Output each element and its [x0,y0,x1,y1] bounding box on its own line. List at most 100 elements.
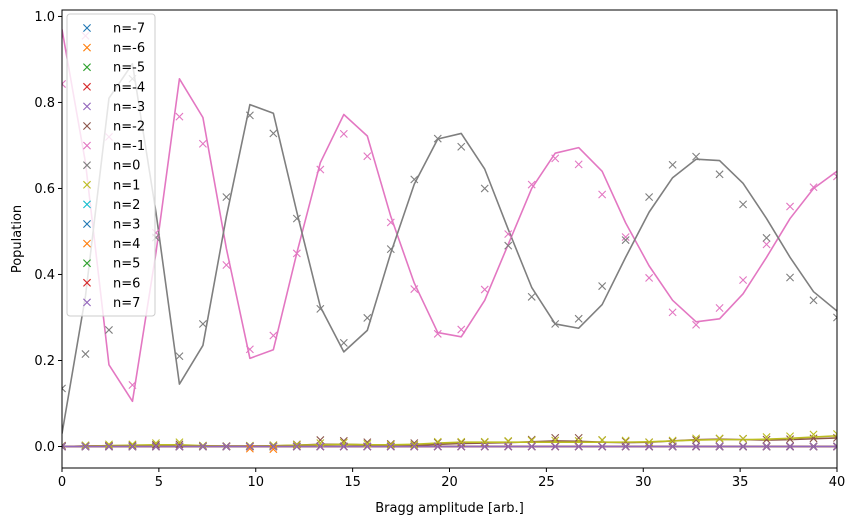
legend-marker [83,43,91,52]
data-point [762,433,771,442]
data-point [833,172,837,181]
data-point [81,350,90,359]
data-point [504,436,513,445]
legend-label: n=1 [113,178,140,193]
data-point [363,313,372,322]
x-tick-label: 10 [247,475,264,490]
data-point [739,442,748,451]
legend-label: n=-1 [113,139,145,154]
x-tick-label: 25 [538,475,555,490]
legend-label: n=-6 [113,41,145,56]
data-point [198,139,207,148]
data-point [480,285,489,294]
legend-label: n=-7 [113,22,145,37]
legend-label: n=7 [113,296,140,311]
data-point [386,440,395,449]
data-point [81,442,90,451]
data-point [222,193,231,202]
data-point [433,134,442,143]
y-tick-label: 0.0 [34,440,55,455]
y-tick-label: 0.6 [34,182,55,197]
data-point [809,434,818,443]
data-point [175,440,184,449]
data-point [715,442,724,451]
data-point [504,241,513,250]
data-point [574,314,583,323]
data-point [715,304,724,313]
data-point [833,313,837,322]
x-tick-label: 20 [441,475,458,490]
data-point [62,79,66,88]
data-point [715,170,724,179]
data-point [645,442,654,451]
data-point [457,142,466,151]
data-point [598,190,607,199]
x-axis: 0 5 10 15 20 25 30 35 40 [58,468,845,490]
legend-label: n=-3 [113,100,145,115]
data-point [621,233,630,242]
legend-marker [83,200,91,209]
legend-marker [83,180,91,189]
data-point [786,435,795,444]
data-point [222,442,231,451]
data-point [81,441,90,450]
legend-box [66,13,156,317]
data-point [621,436,630,445]
data-point [128,440,137,449]
data-point [198,441,207,450]
legend-marker [83,220,91,228]
data-point [809,442,818,451]
data-point [410,439,419,448]
data-point [527,435,536,444]
y-tick-label: 0.4 [34,268,55,283]
data-point [457,438,466,447]
data-point [692,320,701,329]
data-point [269,442,278,451]
data-point [574,433,583,442]
data-point [645,193,654,202]
data-point [386,439,395,448]
data-point [245,111,254,120]
data-point [551,319,560,328]
data-point [668,436,677,445]
x-tick-label: 30 [635,475,652,490]
data-point [762,233,771,242]
data-point [410,285,419,294]
data-point [574,442,583,451]
y-tick-label: 0.2 [34,354,55,369]
data-point [104,442,113,451]
data-point [692,436,701,445]
data-point [786,202,795,211]
data-point [245,345,254,354]
x-tick-label: 5 [155,475,163,490]
data-point [762,435,771,444]
data-point [292,442,301,451]
legend-marker [83,141,91,150]
data-point [762,240,771,249]
legend-label: n=5 [113,257,140,272]
data-point [175,112,184,121]
data-point [410,442,419,451]
data-point [668,160,677,169]
data-point [104,325,113,334]
data-point [527,436,536,445]
legend-label: n=-2 [113,120,145,135]
data-point [104,440,113,449]
data-point [292,440,301,449]
data-point [833,442,837,451]
data-point [598,436,607,445]
legend-marker [83,82,91,91]
y-axis: 0.0 0.2 0.4 0.6 0.8 1.0 [34,10,62,455]
data-point [410,175,419,184]
data-point [739,276,748,285]
data-point [692,442,701,451]
data-point [386,245,395,254]
data-point [128,442,137,451]
legend-marker [83,122,91,130]
data-point [809,430,818,439]
legend-marker [83,24,91,32]
data-point [598,282,607,291]
series-line-n=1 [62,434,837,448]
data-point [574,160,583,169]
